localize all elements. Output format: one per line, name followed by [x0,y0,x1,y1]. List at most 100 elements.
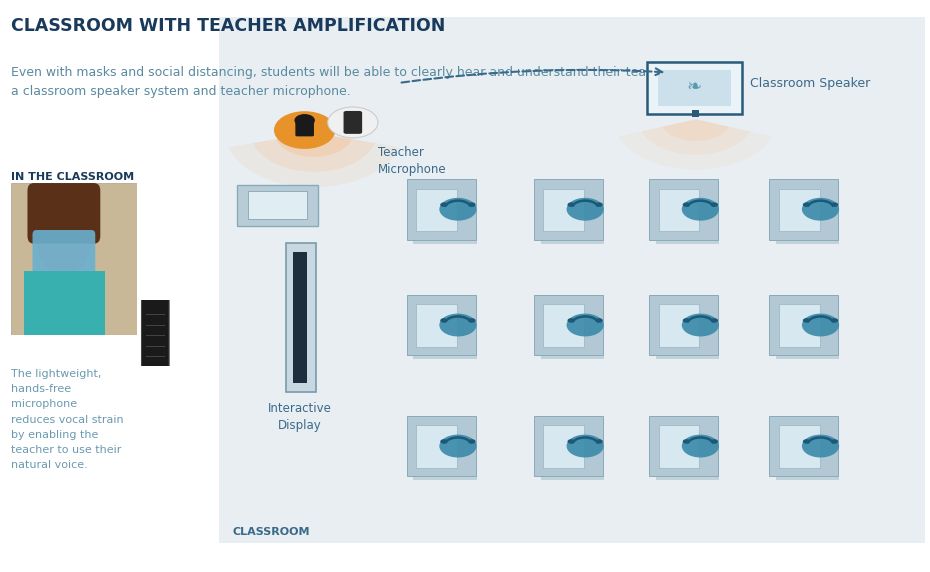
FancyBboxPatch shape [543,304,584,347]
Circle shape [440,318,447,323]
Circle shape [274,111,336,149]
Circle shape [803,318,810,323]
FancyBboxPatch shape [413,352,476,359]
FancyBboxPatch shape [692,110,699,117]
Circle shape [567,318,575,323]
Circle shape [566,313,604,336]
Circle shape [682,313,719,336]
Wedge shape [662,120,729,141]
Circle shape [439,313,476,336]
FancyBboxPatch shape [534,179,603,240]
FancyBboxPatch shape [769,179,838,240]
Circle shape [830,202,838,207]
Circle shape [439,435,476,458]
Wedge shape [642,120,750,155]
Circle shape [468,439,475,444]
Circle shape [711,439,718,444]
FancyBboxPatch shape [416,189,457,231]
FancyBboxPatch shape [769,416,838,476]
Circle shape [683,439,690,444]
Circle shape [803,202,810,207]
Circle shape [595,202,603,207]
FancyBboxPatch shape [540,352,604,359]
FancyBboxPatch shape [540,474,604,480]
Text: ❧: ❧ [686,78,701,96]
FancyBboxPatch shape [656,237,719,244]
Circle shape [295,114,315,126]
FancyBboxPatch shape [776,352,839,359]
FancyBboxPatch shape [293,252,307,383]
Wedge shape [229,133,399,187]
FancyBboxPatch shape [141,297,169,369]
FancyBboxPatch shape [778,189,819,231]
Wedge shape [618,120,773,170]
Text: The lightweight,
hands-free
microphone
reduces vocal strain
by enabling the
teac: The lightweight, hands-free microphone r… [11,369,124,470]
Circle shape [567,439,575,444]
FancyBboxPatch shape [543,189,584,231]
FancyBboxPatch shape [658,426,699,468]
Circle shape [566,435,604,458]
FancyBboxPatch shape [406,416,475,476]
FancyBboxPatch shape [296,121,314,136]
Circle shape [682,198,719,221]
FancyBboxPatch shape [658,189,699,231]
FancyBboxPatch shape [416,426,457,468]
FancyBboxPatch shape [286,243,315,392]
Circle shape [803,439,810,444]
Circle shape [595,318,603,323]
FancyBboxPatch shape [540,237,604,244]
Text: Interactive
Display: Interactive Display [268,402,332,432]
Text: CLASSROOM: CLASSROOM [232,527,311,537]
FancyBboxPatch shape [778,304,819,347]
FancyBboxPatch shape [778,426,819,468]
Circle shape [830,318,838,323]
Circle shape [567,202,575,207]
Wedge shape [253,133,375,172]
FancyBboxPatch shape [534,295,603,355]
FancyBboxPatch shape [413,237,476,244]
Circle shape [682,435,719,458]
FancyBboxPatch shape [769,295,838,355]
Circle shape [468,318,475,323]
Circle shape [566,198,604,221]
FancyBboxPatch shape [649,179,718,240]
FancyBboxPatch shape [236,185,318,227]
FancyBboxPatch shape [658,304,699,347]
Circle shape [711,202,718,207]
FancyBboxPatch shape [219,17,925,543]
Circle shape [440,202,447,207]
FancyBboxPatch shape [656,352,719,359]
FancyBboxPatch shape [534,416,603,476]
FancyBboxPatch shape [406,295,475,355]
FancyBboxPatch shape [413,474,476,480]
Text: Classroom Speaker: Classroom Speaker [750,77,870,90]
FancyBboxPatch shape [776,474,839,480]
FancyBboxPatch shape [33,230,95,281]
FancyBboxPatch shape [649,416,718,476]
FancyBboxPatch shape [776,237,839,244]
Circle shape [683,202,690,207]
Circle shape [36,207,91,274]
Circle shape [439,198,476,221]
FancyBboxPatch shape [649,295,718,355]
FancyBboxPatch shape [247,191,307,220]
Circle shape [468,202,475,207]
FancyBboxPatch shape [656,474,719,480]
FancyBboxPatch shape [11,183,137,335]
Circle shape [830,439,838,444]
Circle shape [440,439,447,444]
FancyBboxPatch shape [647,62,742,114]
FancyBboxPatch shape [28,183,100,244]
FancyBboxPatch shape [658,70,731,106]
Circle shape [711,318,718,323]
Text: IN THE CLASSROOM: IN THE CLASSROOM [11,172,134,181]
Circle shape [327,107,378,138]
Wedge shape [276,133,352,157]
FancyBboxPatch shape [343,111,362,134]
FancyBboxPatch shape [543,426,584,468]
Circle shape [802,435,839,458]
Circle shape [802,313,839,336]
Text: Teacher
Microphone: Teacher Microphone [378,146,446,176]
Circle shape [683,318,690,323]
Text: CLASSROOM WITH TEACHER AMPLIFICATION: CLASSROOM WITH TEACHER AMPLIFICATION [11,17,445,35]
